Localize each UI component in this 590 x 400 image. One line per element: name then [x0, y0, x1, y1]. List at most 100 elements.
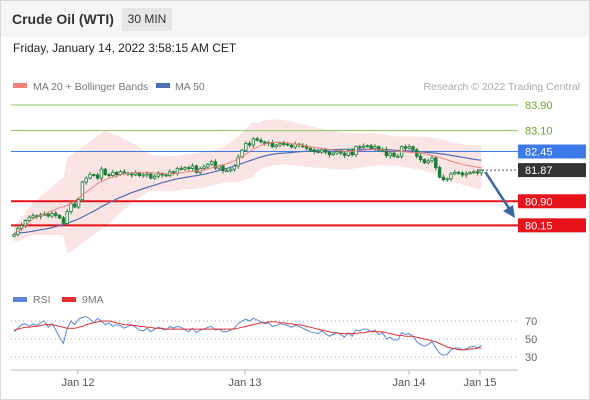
- candle-body: [175, 168, 180, 174]
- rsi-ma-legend-label: 9MA: [82, 294, 104, 306]
- candle-body: [190, 165, 195, 169]
- candle-body: [114, 171, 119, 176]
- resistance-label-1: 83.10: [525, 126, 553, 138]
- candle-body: [149, 173, 153, 179]
- support-tag-label-4: 80.90: [525, 196, 553, 208]
- candle-body: [259, 139, 263, 143]
- candle-body: [27, 216, 31, 221]
- candle-body: [320, 149, 324, 153]
- candle-body: [339, 151, 343, 154]
- support-tag-5: [518, 218, 586, 233]
- current-tag-label-3: 81.87: [525, 165, 553, 177]
- candle-body: [12, 234, 16, 237]
- candle-body: [369, 145, 373, 149]
- candle-body: [278, 143, 282, 146]
- ma50-tag-label-2: 82.45: [525, 147, 553, 159]
- candle-body: [103, 168, 107, 176]
- candle-body: [137, 172, 142, 176]
- candle-body: [50, 213, 54, 217]
- rsi-tick-label-50: 50: [525, 334, 537, 346]
- candle-body: [209, 161, 214, 165]
- ma50-tag-2: [518, 144, 586, 159]
- candle-body: [403, 146, 408, 149]
- candle-body: [392, 152, 396, 157]
- candle-body: [73, 203, 77, 208]
- candle-body: [449, 173, 453, 180]
- candle-body: [434, 157, 438, 168]
- candle-body: [145, 173, 149, 176]
- candle-body: [358, 146, 362, 149]
- candle-body: [263, 141, 267, 144]
- candle-body: [122, 171, 126, 174]
- ma50-legend-label: MA 50: [175, 81, 205, 93]
- candle-body: [251, 138, 256, 146]
- forecast-arrow-head: [503, 205, 515, 218]
- rsi-tick-label-30: 30: [525, 352, 537, 364]
- x-tick-label: Jan 13: [228, 377, 261, 389]
- candle-body: [247, 143, 252, 146]
- candle-body: [342, 152, 347, 156]
- candle-body: [456, 171, 461, 174]
- candle-body: [46, 213, 50, 217]
- credit-text: Research © 2022 Trading Central: [423, 81, 580, 93]
- interval-badge[interactable]: 30 MIN: [122, 8, 172, 31]
- candle-body: [206, 163, 210, 168]
- candle-body: [422, 159, 427, 164]
- candle-body: [84, 177, 88, 183]
- candle-body: [468, 171, 472, 175]
- candle-body: [373, 146, 377, 149]
- candle-body: [479, 169, 484, 174]
- candle-body: [472, 171, 476, 174]
- candle-body: [152, 175, 157, 179]
- candle-body: [61, 217, 66, 224]
- candle-body: [350, 150, 354, 156]
- candle-body: [335, 151, 339, 154]
- candle-body: [430, 157, 434, 162]
- forecast-arrow-shaft: [484, 171, 512, 211]
- candle-body: [225, 170, 229, 173]
- rsi-tick-label-70: 70: [525, 316, 537, 328]
- rsi-legend-label: RSI: [33, 294, 51, 306]
- ma20-legend-swatch: [13, 83, 27, 88]
- candle-body: [289, 144, 294, 148]
- candle-body: [107, 174, 111, 177]
- candle-body: [255, 138, 259, 141]
- ma20-legend-label: MA 20 + Bollinger Bands: [33, 81, 148, 93]
- support-tag-label-5: 80.15: [525, 220, 553, 232]
- candle-body: [164, 174, 168, 177]
- candle-body: [221, 165, 225, 172]
- candle-body: [346, 150, 351, 156]
- candle-body: [95, 174, 100, 179]
- bollinger-band: [14, 119, 482, 254]
- candle-body: [323, 149, 328, 153]
- candle-body: [304, 146, 309, 149]
- candle-body: [316, 151, 320, 153]
- candle-body: [453, 171, 457, 175]
- candle-body: [76, 199, 81, 208]
- ma50-line: [13, 148, 482, 234]
- candle-body: [183, 167, 187, 170]
- candle-body: [274, 144, 278, 148]
- candle-body: [187, 167, 191, 169]
- candle-body: [171, 171, 176, 174]
- candle-body: [441, 176, 446, 181]
- rsi-legend-swatch: [13, 297, 27, 302]
- candle-body: [99, 168, 104, 179]
- candle-body: [65, 211, 69, 224]
- candle-body: [407, 146, 411, 149]
- candle-body: [361, 145, 366, 148]
- candle-body: [308, 147, 313, 151]
- candle-body: [54, 213, 58, 216]
- instrument-title: Crude Oil (WTI): [12, 11, 114, 27]
- candle-body: [285, 143, 290, 146]
- candle-body: [411, 146, 415, 151]
- candle-body: [426, 160, 430, 164]
- candle-body: [437, 167, 442, 178]
- candle-body: [88, 174, 92, 179]
- candle-body: [141, 174, 145, 177]
- x-tick-label: Jan 14: [392, 377, 425, 389]
- candle-body: [365, 145, 370, 148]
- rsi-ma-line: [13, 320, 482, 351]
- candle-body: [282, 143, 286, 145]
